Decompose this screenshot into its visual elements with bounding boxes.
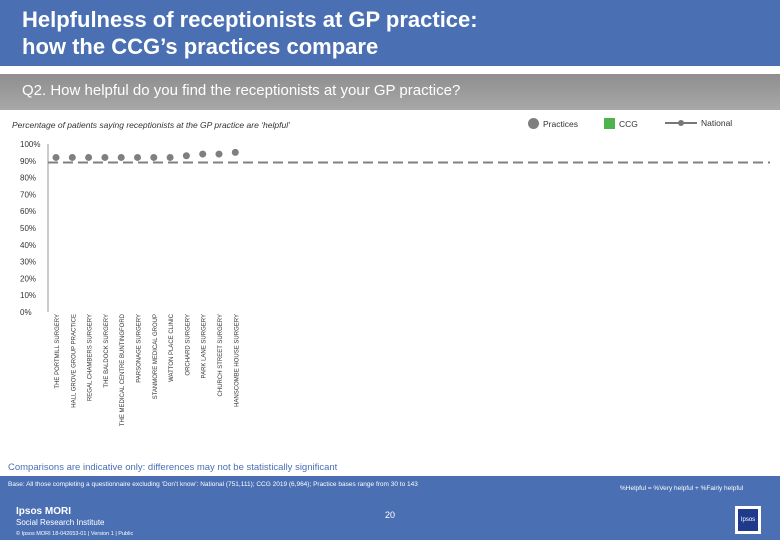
category-label: CHURCH STREET SURGERY (218, 314, 224, 396)
ccg-square-icon (604, 118, 615, 129)
practice-point (231, 148, 239, 156)
ipsos-logo-text: Ipsos MORI (16, 506, 72, 517)
ipsos-logo-icon: Ipsos (735, 506, 761, 534)
category-label: HALL GROVE GROUP PRACTICE (71, 314, 77, 408)
y-tick-label: 40% (20, 241, 36, 250)
copyright-text: © Ipsos MORI 18-042653-01 | Version 1 | … (16, 531, 134, 537)
practice-point (52, 153, 60, 161)
category-label: HANSCOMBE HOUSE SURGERY (234, 314, 240, 407)
y-tick-label: 60% (20, 207, 36, 216)
y-tick-label: 80% (20, 174, 36, 183)
practice-point (68, 153, 76, 161)
legend-national-label: National (701, 118, 733, 128)
footer-bar: Base: All those completing a questionnai… (0, 476, 780, 540)
y-tick-label: 90% (20, 157, 36, 166)
category-label: THE BALDOCK SURGERY (104, 314, 110, 388)
legend-practices: Practices (528, 118, 578, 129)
page-title: Helpfulness of receptionists at GP pract… (22, 7, 478, 59)
y-tick-label: 10% (20, 291, 36, 300)
legend-national: National (665, 118, 732, 128)
category-label: ORCHARD SURGERY (185, 314, 191, 376)
comparisons-note: Comparisons are indicative only: differe… (8, 462, 338, 473)
practice-point (134, 153, 141, 161)
category-label: THE PORTMILL SURGERY (55, 314, 61, 389)
category-label: WATTON PLACE CLINIC (169, 313, 175, 382)
page-number: 20 (384, 510, 395, 520)
practice-point (85, 153, 93, 161)
question-text: Q2. How helpful do you find the receptio… (22, 82, 461, 99)
practice-point (199, 150, 207, 158)
chart-subtitle: Percentage of patients saying receptioni… (12, 120, 290, 130)
practice-point (117, 153, 125, 161)
legend-ccg: CCG (604, 118, 638, 129)
practice-point (182, 152, 190, 160)
practice-point (215, 150, 223, 158)
practice-point (101, 153, 109, 161)
chart: 0% 10% 20% 30% 40% 50% 60% 70% 80% 90% 100% THE POR… (20, 140, 770, 426)
legend-ccg-label: CCG (619, 118, 638, 129)
y-tick-label: 50% (20, 224, 36, 233)
category-label: REGAL CHAMBERS SURGERY (88, 314, 94, 401)
national-line-icon (665, 120, 697, 126)
y-tick-label: 0% (20, 308, 32, 317)
helpful-definition: %Helpful = %Very helpful + %Fairly helpf… (620, 485, 744, 492)
category-label: THE MEDICAL CENTRE BUNTINGFORD (120, 313, 126, 426)
base-note: Base: All those completing a questionnai… (8, 481, 418, 488)
y-tick-label: 70% (20, 190, 36, 199)
practice-point (166, 153, 174, 161)
y-tick-label: 30% (20, 258, 36, 267)
institute-text: Social Research Institute (16, 518, 105, 527)
category-label: PARSONAGE SURGERY (137, 314, 143, 383)
legend-practices-label: Practices (543, 118, 578, 129)
ipsos-logo-box-text: Ipsos (738, 509, 758, 531)
practice-dot-icon (528, 118, 539, 129)
y-tick-label: 20% (20, 274, 36, 283)
y-tick-label: 100% (20, 140, 40, 149)
header-bar: Helpfulness of receptionists at GP pract… (0, 0, 780, 66)
practice-point (150, 153, 158, 161)
question-bar: Q2. How helpful do you find the receptio… (0, 74, 780, 110)
category-label: PARK LANE SURGERY (202, 314, 208, 378)
category-label: STANMORE MEDICAL GROUP (153, 314, 159, 399)
